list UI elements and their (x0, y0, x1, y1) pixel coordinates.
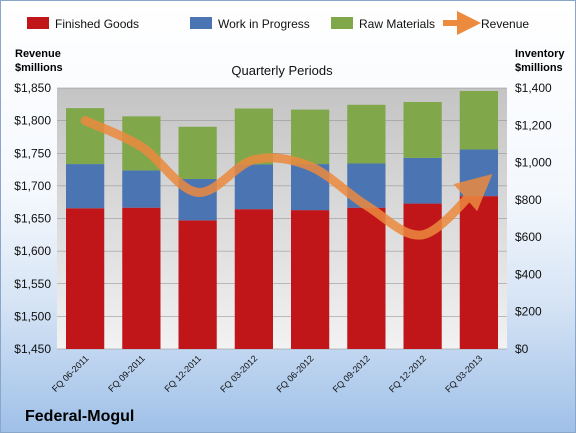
left-tick-label: $1,600 (14, 244, 51, 258)
right-tick-label: $200 (515, 305, 542, 319)
bar-raw-materials (347, 104, 386, 164)
left-tick-label: $1,500 (14, 309, 51, 323)
right-tick-label: $600 (515, 230, 542, 244)
left-tick-label: $1,450 (14, 342, 51, 356)
right-axis-ticks: $0 $200 $400 $600 $800 $1,000 $1,200 $1,400 (515, 81, 552, 356)
right-tick-label: $1,400 (515, 81, 552, 95)
bar-raw-materials (291, 109, 330, 165)
left-tick-label: $1,550 (14, 277, 51, 291)
right-axis-label: Inventory (515, 48, 565, 60)
right-tick-label: $800 (515, 193, 542, 207)
bar-raw-materials (459, 90, 498, 150)
right-tick-label: $1,000 (515, 156, 552, 170)
legend-label: Work in Progress (218, 17, 310, 31)
bar-raw-materials (403, 101, 442, 158)
left-tick-label: $1,750 (14, 146, 51, 160)
bar-finished-goods (291, 210, 330, 349)
legend-swatch (190, 17, 212, 29)
x-tick-label: FQ 09-2011 (106, 353, 147, 394)
right-tick-label: $1,200 (515, 118, 552, 132)
left-tick-label: $1,650 (14, 212, 51, 226)
bar-work-in-progress (403, 157, 442, 204)
bar-finished-goods (66, 208, 105, 349)
bar-series (66, 90, 498, 349)
bar-work-in-progress (66, 164, 105, 209)
legend-swatch (331, 17, 353, 29)
right-tick-label: $0 (515, 342, 529, 356)
bar-finished-goods (234, 209, 273, 349)
legend-label: Revenue (481, 17, 529, 31)
right-tick-label: $400 (515, 267, 542, 281)
legend-swatch (27, 17, 49, 29)
x-tick-label: FQ 12-2011 (162, 353, 203, 394)
chart-subtitle: Quarterly Periods (231, 63, 333, 78)
legend: Finished Goods Work in Progress Raw Materi… (27, 11, 529, 35)
bar-work-in-progress (234, 164, 273, 210)
x-tick-label: FQ 06-2011 (50, 353, 91, 394)
legend-label: Raw Materials (359, 17, 435, 31)
right-axis-label-unit: $millions (515, 62, 563, 74)
bar-finished-goods (122, 207, 161, 349)
x-tick-label: FQ 03-2012 (218, 353, 259, 394)
bar-finished-goods (347, 207, 386, 349)
bar-finished-goods (178, 220, 217, 349)
x-axis-ticks: FQ 06-2011 FQ 09-2011 FQ 12-2011 FQ 03-2012… (50, 353, 484, 394)
left-tick-label: $1,700 (14, 179, 51, 193)
bar-finished-goods (459, 196, 498, 349)
x-tick-label: FQ 03-2013 (443, 353, 484, 394)
revenue-line-path (80, 116, 493, 240)
company-name: Federal-Mogul (25, 408, 134, 425)
left-axis-label: Revenue (15, 48, 61, 60)
left-tick-label: $1,850 (14, 81, 51, 95)
legend-label: Finished Goods (55, 17, 139, 31)
bar-raw-materials (178, 126, 217, 179)
x-tick-label: FQ 06-2012 (275, 353, 316, 394)
left-axis-label-unit: $millions (15, 62, 63, 74)
x-tick-label: FQ 09-2012 (331, 353, 372, 394)
bar-work-in-progress (122, 170, 161, 208)
x-tick-label: FQ 12-2012 (387, 353, 428, 394)
left-tick-label: $1,800 (14, 114, 51, 128)
revenue-line (80, 116, 493, 240)
left-axis-ticks: $1,450 $1,500 $1,550 $1,600 $1,650 $1,700 $1,7… (14, 81, 51, 356)
